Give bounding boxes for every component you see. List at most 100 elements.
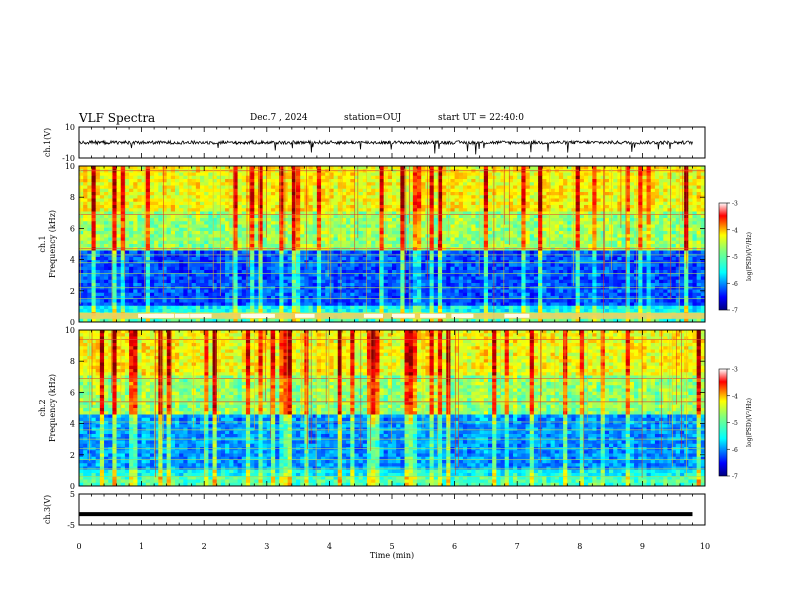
spectrogram-cell [275, 172, 280, 177]
spectrogram-cell [375, 253, 381, 258]
spectrogram-cell [350, 247, 356, 252]
spectrogram-cell [421, 211, 426, 216]
spectrogram-cell [634, 266, 639, 271]
spectrogram-cell [245, 195, 251, 200]
spectrogram-cell [91, 221, 97, 226]
spectrogram-cell [166, 188, 172, 193]
spectrogram-cell [642, 266, 648, 271]
spectrogram-cell [87, 179, 93, 183]
spectrogram-cell [129, 201, 134, 206]
spectrogram-cell [245, 198, 251, 203]
spectrogram-cell [371, 198, 376, 203]
spectrogram-cell [200, 201, 205, 206]
spectrogram-cell [158, 231, 164, 235]
spectrogram-cell [112, 240, 118, 245]
spectrogram-cell [392, 208, 397, 213]
spectrogram-cell [583, 182, 589, 187]
spectrogram-cell [650, 253, 656, 258]
spectrogram-cell [421, 166, 426, 170]
spectrogram-cell [529, 263, 535, 268]
spectrogram-cell [462, 195, 468, 200]
spectrogram-cell [204, 253, 209, 258]
spectrogram-cell [116, 169, 122, 174]
spectrogram-cell [392, 214, 397, 219]
spectrogram-cell [646, 211, 652, 216]
spectrogram-cell [371, 205, 376, 209]
spectrogram-cell [513, 270, 518, 274]
spectrogram-cell [504, 270, 510, 274]
spectrogram-cell [617, 218, 623, 222]
spectrogram-cell [174, 201, 180, 206]
spectrogram-cell [417, 231, 422, 235]
spectrogram-cell [404, 205, 410, 209]
spectrogram-cell [659, 257, 664, 261]
spectrogram-cell [154, 273, 159, 278]
spectrogram-cell [333, 270, 339, 274]
spectrogram-cell [479, 244, 485, 248]
spectrogram-cell [233, 188, 239, 193]
spectrogram-cell [500, 172, 506, 177]
spectrogram-cell [554, 250, 560, 255]
spectrogram-cell [437, 205, 443, 209]
spectrogram-cell [583, 237, 589, 242]
spectrogram-cell [592, 195, 598, 200]
spectrogram-cell [350, 195, 356, 200]
spectrogram-cell [200, 240, 205, 245]
spectrogram-cell [333, 224, 339, 229]
spectrogram-cell [654, 175, 660, 180]
spectrogram-cell [316, 234, 322, 239]
spectrogram-cell [583, 250, 589, 255]
spectrogram-cell [558, 257, 564, 261]
spectrogram-cell [634, 172, 639, 177]
spectrogram-cell [629, 244, 635, 248]
spectrogram-cell [254, 221, 260, 226]
spectrogram-cell [604, 221, 610, 226]
spectrogram-cell [579, 253, 585, 258]
spectrogram-cell [120, 247, 126, 252]
spectrogram-cell [145, 237, 151, 242]
spectrogram-cell [496, 218, 502, 222]
spectrogram-cell [621, 263, 627, 268]
spectrogram-cell [195, 260, 201, 265]
spectrogram-cell [625, 263, 631, 268]
spectrogram-cell [654, 270, 660, 274]
spectrogram-cell [492, 195, 497, 200]
spectrogram-cell [162, 195, 168, 200]
spectrogram-cell [667, 185, 673, 190]
spectrogram-cell [475, 195, 481, 200]
spectrogram-cell [112, 247, 118, 252]
spectrogram-cell [216, 185, 222, 190]
spectrogram-cell [208, 182, 214, 187]
spectrogram-cell [383, 253, 389, 258]
spectrogram-cell [663, 266, 669, 271]
spectrogram-cell [141, 175, 147, 180]
spectrogram-cell [312, 224, 318, 229]
spectrogram-cell [538, 198, 543, 203]
spectrogram-cell [487, 244, 493, 248]
spectrogram-cell [350, 250, 356, 255]
spectrogram-cell [408, 201, 414, 206]
spectrogram-cell [325, 244, 330, 248]
spectrogram-cell [145, 179, 151, 183]
spectrogram-cell [245, 166, 251, 170]
spectrogram-cell [613, 218, 618, 222]
spectrogram-cell [120, 244, 126, 248]
spectrogram-cell [158, 273, 164, 278]
spectrogram-cell [621, 201, 627, 206]
spectrogram-cell [358, 270, 364, 274]
spectrogram-cell [663, 234, 669, 239]
spectrogram-cell [216, 166, 222, 170]
spectrogram-cell [487, 182, 493, 187]
spectrogram-cell [133, 208, 139, 213]
spectrogram-cell [700, 166, 705, 170]
spectrogram-cell [124, 263, 130, 268]
spectrogram-cell [412, 250, 418, 255]
spectrogram-cell [679, 198, 685, 203]
spectrogram-cell [296, 205, 301, 209]
spectrogram-cell [521, 208, 527, 213]
spectrogram-cell [437, 208, 443, 213]
spectrogram-cell [354, 198, 360, 203]
spectrogram-cell [508, 221, 514, 226]
spectrogram-cell [225, 195, 230, 200]
spectrogram-cell [212, 273, 218, 278]
